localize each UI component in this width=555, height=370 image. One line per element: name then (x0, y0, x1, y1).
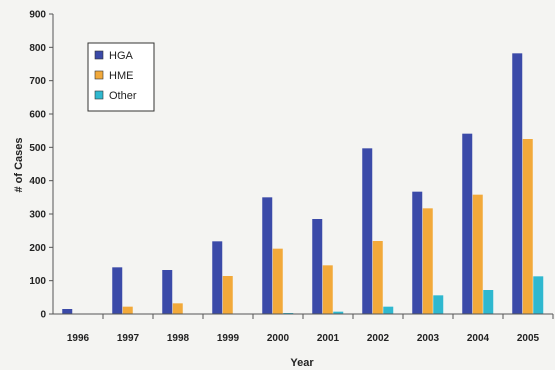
y-tick-label: 200 (29, 243, 46, 254)
legend-label-other: Other (109, 90, 137, 102)
bar-other-2002 (383, 306, 394, 314)
bar-hga-2001 (312, 219, 323, 314)
legend-items: HGA HME Other (94, 50, 137, 102)
bar-hme-2005 (522, 139, 533, 314)
legend-swatch-hme (94, 70, 104, 80)
bar-hga-2003 (412, 191, 423, 314)
x-tick-label: 1998 (167, 333, 190, 344)
legend-label-hme: HME (109, 70, 133, 82)
y-tick-label: 700 (29, 76, 46, 87)
bar-hme-1999 (222, 276, 233, 314)
bar-hme-2001 (322, 265, 333, 314)
bar-hga-2005 (512, 53, 523, 314)
x-tick-label: 1999 (217, 333, 240, 344)
legend-swatch-other (94, 90, 104, 100)
bar-hga-2000 (262, 197, 273, 314)
y-tick-label: 600 (29, 110, 46, 121)
bar-other-2001 (333, 311, 344, 314)
bar-hga-1999 (212, 241, 223, 314)
y-axis-title: # of Cases (13, 137, 25, 192)
x-tick-label: 2003 (417, 333, 440, 344)
bar-hme-1998 (172, 303, 183, 314)
x-tick-label: 2002 (367, 333, 390, 344)
x-tick-label: 2005 (517, 333, 540, 344)
bar-hme-2000 (272, 248, 283, 314)
x-tick-label: 1997 (117, 333, 140, 344)
y-tick-label: 500 (29, 143, 46, 154)
bar-hme-2004 (472, 194, 483, 314)
bar-hme-2002 (372, 241, 383, 314)
legend-swatch-hga (94, 50, 104, 60)
x-tick-label: 1996 (67, 333, 90, 344)
bar-hme-2003 (422, 208, 433, 314)
bar-other-2003 (433, 295, 444, 314)
bar-other-2005 (533, 276, 544, 314)
bars-group (62, 53, 544, 314)
bar-hga-1998 (162, 270, 173, 314)
y-tick-label: 0 (40, 310, 46, 321)
legend: HGA HME Other (87, 42, 155, 112)
bar-hga-2002 (362, 148, 373, 314)
y-tick-label: 900 (29, 10, 46, 21)
x-tick-label: 2001 (317, 333, 340, 344)
bar-hga-2004 (462, 133, 473, 314)
y-tick-label: 300 (29, 210, 46, 221)
x-axis-ticks: 1996 1997 1998 1999 2000 2001 2002 2003 2004 2005 (67, 314, 554, 344)
bar-other-2004 (483, 290, 494, 314)
y-tick-label: 100 (29, 276, 46, 287)
bar-hga-1996 (62, 309, 73, 314)
legend-label-hga: HGA (109, 50, 134, 62)
x-tick-label: 2004 (467, 333, 490, 344)
bar-hme-1997 (122, 306, 133, 314)
bar-hga-1997 (112, 267, 123, 314)
y-tick-label: 400 (29, 176, 46, 187)
y-tick-label: 800 (29, 43, 46, 54)
x-axis-title: Year (290, 357, 314, 369)
y-axis-ticks: 0 100 200 300 400 500 600 700 800 900 (29, 10, 53, 321)
x-tick-label: 2000 (267, 333, 290, 344)
